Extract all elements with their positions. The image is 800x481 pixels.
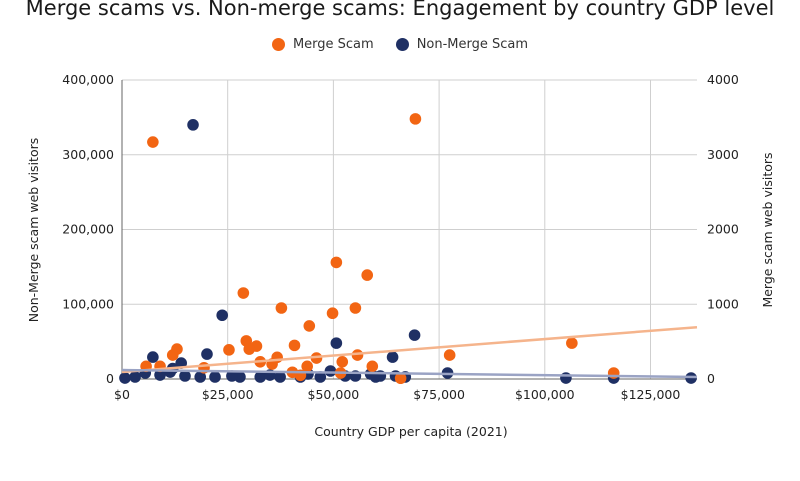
point-non-merge-scam — [330, 337, 343, 349]
legend-item-non-merge: Non-Merge Scam — [395, 37, 529, 52]
point-non-merge-scam — [179, 370, 191, 382]
point-non-merge-scam — [119, 372, 131, 384]
point-non-merge-scam — [209, 371, 221, 383]
point-non-merge-scam — [154, 369, 166, 381]
trendline-merge-scam — [121, 325, 698, 374]
point-non-merge-scam — [187, 119, 199, 131]
y-tick-label-right: 0 — [707, 371, 715, 386]
trendline-non-merge-scam — [121, 368, 698, 379]
x-tick-label: $125,000 — [621, 387, 681, 402]
point-non-merge-scam — [226, 370, 238, 382]
point-merge-scam — [349, 302, 362, 314]
x-tick-label: $100,000 — [515, 387, 575, 402]
legend: Merge Scam Non-Merge Scam — [0, 37, 800, 52]
y-tick-label-left: 100,000 — [62, 296, 114, 311]
point-merge-scam — [394, 372, 407, 385]
point-merge-scam — [326, 307, 339, 320]
chart-title: Merge scams vs. Non-merge scams: Engagem… — [25, 0, 775, 20]
point-merge-scam — [303, 320, 316, 332]
y-tick-label-left: 200,000 — [62, 222, 114, 237]
point-merge-scam — [243, 343, 256, 355]
x-axis-label: Country GDP per capita (2021) — [314, 424, 507, 439]
y-axis-label-right: Merge scam web visitors — [760, 152, 775, 307]
point-merge-scam — [166, 349, 179, 361]
point-non-merge-scam — [274, 371, 286, 383]
point-non-merge-scam — [408, 329, 421, 341]
point-merge-scam — [351, 349, 364, 361]
y-tick-label-right: 1000 — [707, 296, 739, 311]
x-tick-label: $75,000 — [413, 387, 465, 402]
point-non-merge-scam — [129, 371, 141, 383]
y-tick-label-right: 3000 — [707, 147, 739, 162]
y-tick-label-right: 4000 — [707, 72, 739, 87]
point-merge-scam — [275, 302, 288, 314]
point-merge-scam — [361, 269, 374, 281]
point-non-merge-scam — [324, 365, 337, 377]
legend-marker-non-merge — [395, 38, 409, 51]
legend-item-merge: Merge Scam — [271, 37, 374, 52]
point-non-merge-scam — [386, 351, 399, 363]
y-tick-label-left: 400,000 — [62, 72, 114, 87]
legend-marker-merge — [271, 38, 285, 51]
y-tick-label-left: 300,000 — [62, 147, 114, 162]
legend-label-non-merge: Non-Merge Scam — [416, 37, 529, 52]
legend-label-merge: Merge Scam — [292, 37, 374, 52]
point-merge-scam — [301, 360, 313, 373]
point-non-merge-scam — [201, 348, 213, 360]
point-merge-scam — [566, 337, 578, 349]
point-merge-scam — [366, 360, 379, 373]
point-non-merge-scam — [254, 371, 267, 383]
y-tick-label-right: 2000 — [707, 222, 739, 237]
x-tick-label: $50,000 — [308, 387, 360, 402]
point-non-merge-scam — [560, 372, 572, 384]
point-non-merge-scam — [194, 371, 207, 383]
point-merge-scam — [223, 344, 235, 356]
point-merge-scam — [237, 287, 250, 299]
point-merge-scam — [147, 136, 159, 148]
point-merge-scam — [330, 256, 343, 269]
y-tick-label-left: 0 — [106, 371, 114, 386]
x-tick-label: $0 — [114, 387, 130, 402]
x-tick-label: $25,000 — [202, 387, 254, 402]
point-non-merge-scam — [216, 309, 229, 322]
point-merge-scam — [288, 339, 301, 352]
point-non-merge-scam — [147, 351, 159, 363]
y-axis-label-left: Non-Merge scam web visitors — [26, 138, 41, 323]
point-non-merge-scam — [314, 371, 327, 383]
point-merge-scam — [409, 113, 422, 125]
point-merge-scam — [336, 356, 349, 368]
point-merge-scam — [443, 349, 456, 361]
